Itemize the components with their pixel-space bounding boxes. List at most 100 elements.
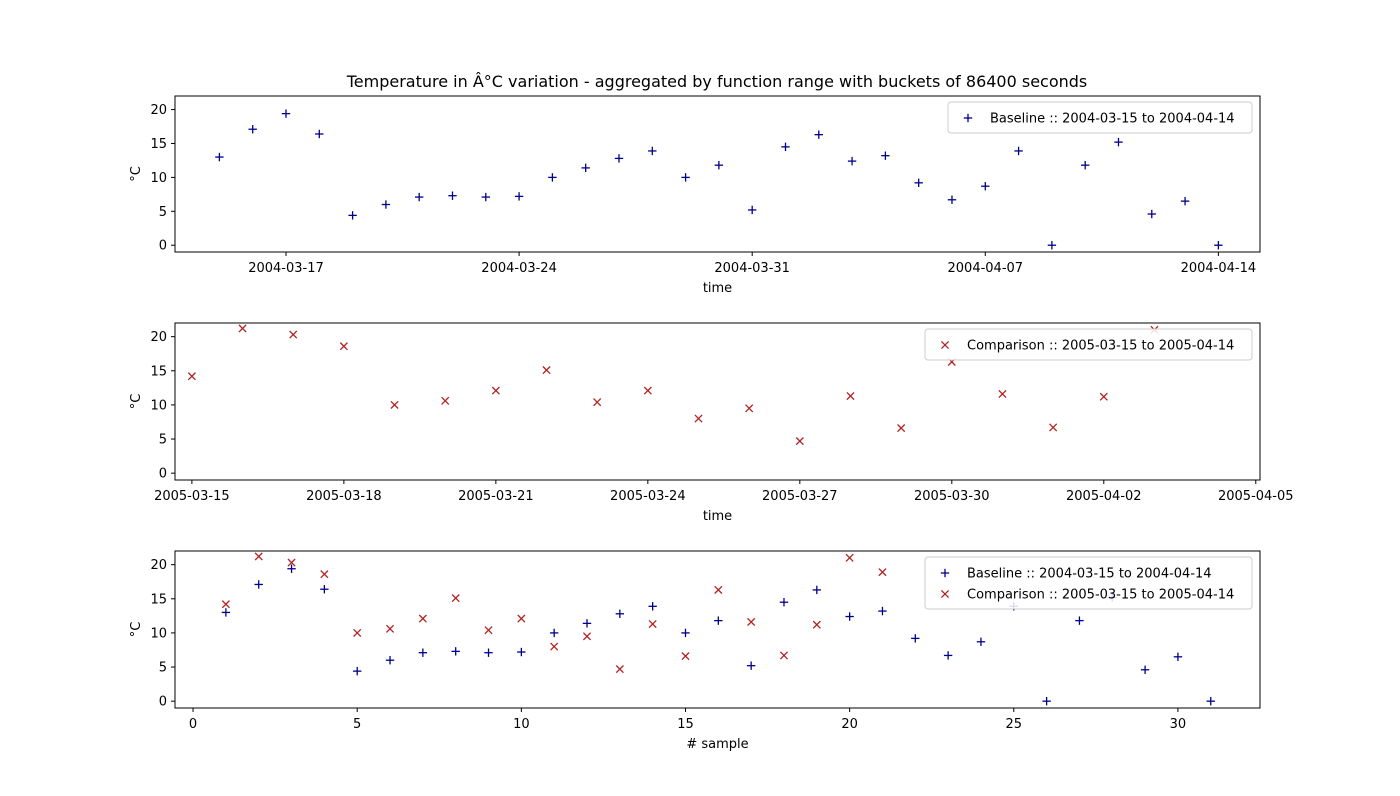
data-point [1049,423,1058,432]
data-point [897,424,906,433]
data-point [385,624,395,633]
data-point [320,585,329,594]
x-tick-label: 2005-03-30 [914,489,990,504]
y-axis-label: °C [129,166,144,182]
data-point [747,617,756,627]
data-point [582,632,592,641]
axes-frame [174,550,1261,709]
data-point [238,324,247,333]
data-point [517,647,526,657]
data-point [514,192,524,201]
y-tick-label: 5 [159,433,167,448]
data-point [550,642,559,651]
legend-box [924,556,1253,610]
legend: Comparison :: 2005-03-15 to 2005-04-14 [924,328,1253,361]
data-point [681,173,690,182]
data-point [451,647,460,656]
data-point [248,125,257,134]
data-point [339,342,348,351]
legend-label: Baseline :: 2004-03-15 to 2004-04-14 [990,112,1235,127]
chart-panel-overlay: 0 5 10 15 20 0 5 10 15 20 25 30 # sample °C Baseline :… [129,550,1261,752]
legend: Baseline :: 2004-03-15 to 2004-04-14 [947,101,1253,134]
y-tick-label: 15 [150,592,167,607]
data-point [385,656,395,665]
y-tick-label: 20 [150,558,167,573]
data-point [648,602,657,611]
data-point [694,414,703,423]
data-point [779,597,789,607]
data-point [549,628,559,638]
data-point [878,568,887,577]
data-point [1114,137,1123,147]
series-baseline [221,564,1215,706]
x-tick-label: 2005-03-21 [458,489,534,504]
data-point [681,628,690,638]
x-tick-label: 2005-03-15 [154,489,230,504]
data-point [484,626,493,635]
axes-frame [174,95,1261,253]
data-point [548,173,557,182]
data-point [315,129,324,139]
legend-label: Baseline :: 2004-03-15 to 2004-04-14 [967,567,1212,582]
data-point [1014,146,1023,156]
data-point [418,648,428,657]
data-point [390,400,399,409]
data-point [484,648,493,657]
x-tick-label: 30 [1170,717,1187,732]
x-tick-label: 2004-03-31 [714,261,790,276]
data-point [281,109,291,118]
y-tick-label: 5 [159,661,167,676]
data-point [320,570,329,579]
axes-frame [174,322,1261,481]
y-tick-label: 10 [150,398,167,413]
legend-marker [940,589,950,599]
data-point [795,437,804,446]
data-point [418,614,427,623]
y-tick-label: 20 [150,330,167,345]
data-point [353,666,362,676]
figure-title: Temperature in Â°C variation - aggregate… [346,72,1088,91]
data-point [215,152,224,162]
x-tick-label: 25 [1006,717,1023,732]
series-baseline [215,109,1223,250]
x-tick-label: 10 [513,717,530,732]
y-axis-label: °C [129,394,144,410]
chart-panel-baseline: 0 5 10 15 20 2004-03-17 2004-03-24 2004-03-31 20… [129,95,1261,296]
data-point [1042,696,1051,706]
x-tick-label: 2005-03-27 [762,489,838,504]
data-point [289,330,298,339]
legend-marker [940,568,950,578]
data-point [221,600,230,609]
data-point [287,564,296,573]
y-tick-label: 15 [150,364,167,379]
data-point [615,665,624,674]
y-axis-label: °C [129,622,144,638]
data-point [348,211,357,220]
data-point [714,616,723,625]
y-tick-label: 15 [150,137,167,152]
data-point [781,142,790,152]
data-point [747,205,757,215]
data-point [517,614,526,623]
data-point [451,594,460,603]
data-point [878,606,887,616]
data-point [287,558,296,567]
data-point [911,634,920,643]
data-point [1075,616,1084,625]
data-point [581,163,590,173]
data-point [593,398,602,407]
data-point [981,182,990,191]
data-point [812,620,821,629]
chart-panel-comparison: 0 5 10 15 20 2005-03-15 2005-03-18 2005-03-21 20… [129,322,1294,524]
data-point [353,628,362,637]
data-point [943,651,953,660]
y-tick-label: 20 [150,103,167,118]
data-point [847,156,857,166]
data-point [1147,209,1156,219]
x-axis-label: time [703,281,732,296]
data-point [714,160,724,170]
y-tick-label: 0 [159,695,167,710]
data-point [779,651,789,660]
data-point [448,191,457,200]
